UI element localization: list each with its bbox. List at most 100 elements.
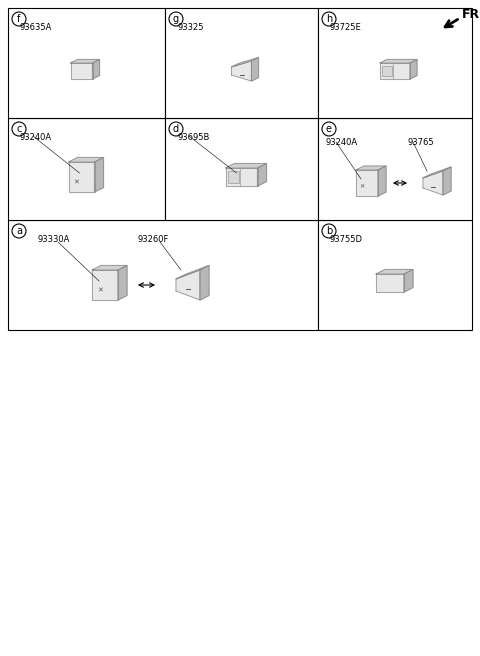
Polygon shape xyxy=(423,167,451,178)
Bar xyxy=(138,270,148,277)
Circle shape xyxy=(322,12,336,26)
Polygon shape xyxy=(93,60,99,79)
Text: 93260F: 93260F xyxy=(138,235,169,244)
Text: 93765: 93765 xyxy=(408,138,434,147)
Circle shape xyxy=(106,316,119,329)
Polygon shape xyxy=(71,60,99,63)
Text: f: f xyxy=(17,14,21,24)
Circle shape xyxy=(50,281,63,293)
Polygon shape xyxy=(69,162,95,192)
Polygon shape xyxy=(378,166,386,196)
Text: 93725E: 93725E xyxy=(330,23,362,32)
Circle shape xyxy=(41,258,55,272)
Circle shape xyxy=(322,122,336,136)
Polygon shape xyxy=(423,171,443,195)
Text: d: d xyxy=(173,124,179,134)
Text: c: c xyxy=(16,124,22,134)
Text: 93695B: 93695B xyxy=(177,133,209,142)
Polygon shape xyxy=(172,175,195,220)
Polygon shape xyxy=(231,61,252,81)
Bar xyxy=(8,220,318,330)
Text: a: a xyxy=(16,226,22,236)
Polygon shape xyxy=(404,270,413,292)
Polygon shape xyxy=(410,60,417,79)
Text: ✕: ✕ xyxy=(73,179,79,185)
Circle shape xyxy=(322,224,336,238)
Text: 84780L: 84780L xyxy=(175,237,209,246)
Circle shape xyxy=(198,148,212,162)
Bar xyxy=(120,278,128,283)
Circle shape xyxy=(12,224,26,238)
Circle shape xyxy=(88,302,101,314)
Text: e: e xyxy=(326,124,332,134)
Bar xyxy=(318,8,472,118)
Circle shape xyxy=(99,312,112,325)
Circle shape xyxy=(208,164,236,192)
Polygon shape xyxy=(355,195,435,230)
Polygon shape xyxy=(69,157,104,162)
Circle shape xyxy=(169,12,183,26)
Text: ✕: ✕ xyxy=(97,287,103,293)
Polygon shape xyxy=(71,63,93,79)
Text: c: c xyxy=(110,319,114,327)
Text: b: b xyxy=(326,226,332,236)
Bar xyxy=(8,8,165,118)
Text: a: a xyxy=(46,260,50,270)
Polygon shape xyxy=(356,170,378,196)
Bar xyxy=(165,8,318,118)
Text: ✕: ✕ xyxy=(360,184,365,190)
Text: h: h xyxy=(49,293,54,302)
Polygon shape xyxy=(356,166,386,170)
Polygon shape xyxy=(200,266,209,300)
Circle shape xyxy=(97,306,110,319)
Polygon shape xyxy=(118,266,127,300)
Circle shape xyxy=(442,214,454,226)
Polygon shape xyxy=(257,163,266,186)
Bar xyxy=(405,233,417,239)
Text: 93325: 93325 xyxy=(177,23,204,32)
Circle shape xyxy=(169,122,183,136)
Circle shape xyxy=(46,291,59,304)
Polygon shape xyxy=(140,90,465,265)
Circle shape xyxy=(46,270,59,283)
Polygon shape xyxy=(380,63,410,79)
Bar xyxy=(125,265,135,272)
Polygon shape xyxy=(252,58,259,81)
Text: e: e xyxy=(55,283,60,291)
Polygon shape xyxy=(440,190,465,240)
Text: b: b xyxy=(102,308,107,318)
Bar xyxy=(318,220,472,330)
Bar xyxy=(228,171,239,183)
Circle shape xyxy=(12,122,26,136)
Bar xyxy=(143,285,151,290)
Text: 93330A: 93330A xyxy=(38,235,71,244)
Text: 93240A: 93240A xyxy=(326,138,358,147)
Polygon shape xyxy=(231,58,259,67)
Text: d: d xyxy=(49,272,54,281)
Text: FR.: FR. xyxy=(462,7,480,20)
Text: g: g xyxy=(173,14,179,24)
Polygon shape xyxy=(176,266,209,279)
Polygon shape xyxy=(250,200,460,252)
Polygon shape xyxy=(376,270,413,274)
Bar xyxy=(165,118,318,220)
Polygon shape xyxy=(95,157,104,192)
Circle shape xyxy=(175,165,215,205)
Bar xyxy=(8,118,165,220)
Polygon shape xyxy=(92,270,118,300)
Polygon shape xyxy=(105,230,175,320)
Bar xyxy=(148,272,158,279)
Polygon shape xyxy=(226,163,266,168)
Polygon shape xyxy=(443,167,451,195)
Text: f: f xyxy=(105,314,108,323)
Text: 93755D: 93755D xyxy=(330,235,363,244)
Bar xyxy=(132,283,140,288)
Polygon shape xyxy=(380,60,417,63)
Polygon shape xyxy=(376,274,404,292)
Circle shape xyxy=(12,12,26,26)
Polygon shape xyxy=(92,266,127,270)
Polygon shape xyxy=(226,168,257,186)
Text: g: g xyxy=(93,304,97,312)
Bar xyxy=(318,118,472,220)
Polygon shape xyxy=(176,270,200,300)
